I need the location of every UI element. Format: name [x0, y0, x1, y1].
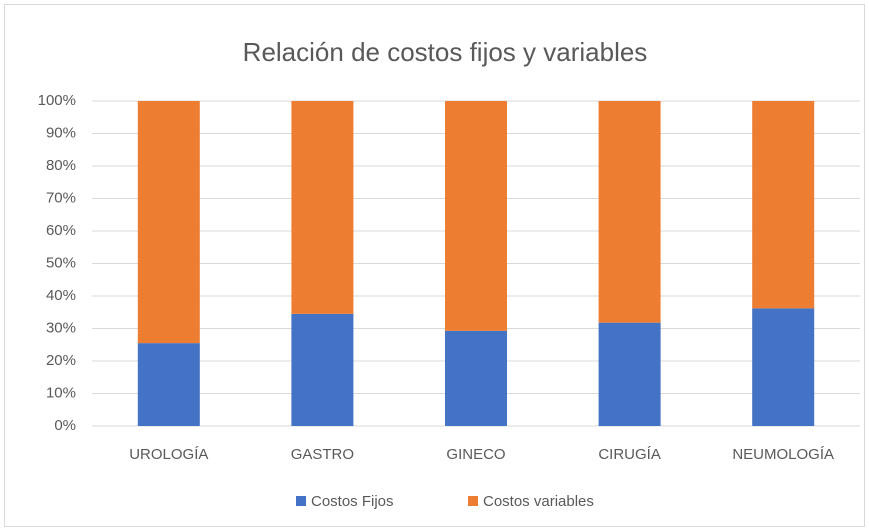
- legend-label: Costos variables: [483, 493, 594, 510]
- y-tick-label: 40%: [46, 287, 76, 304]
- y-tick-label: 70%: [46, 189, 76, 206]
- y-tick-label: 80%: [46, 157, 76, 174]
- y-tick-label: 20%: [46, 352, 76, 369]
- y-tick-label: 100%: [38, 92, 76, 109]
- y-tick-label: 90%: [46, 124, 76, 141]
- x-tick-label: GINECO: [446, 446, 505, 463]
- bar-segment: [445, 101, 507, 331]
- chart-title: Relación de costos fijos y variables: [243, 37, 648, 67]
- x-tick-label: CIRUGÍA: [598, 446, 661, 463]
- bar-segment: [752, 101, 815, 309]
- x-tick-label: NEUMOLOGÍA: [732, 446, 834, 463]
- y-tick-label: 10%: [46, 384, 76, 401]
- bar-segment: [291, 101, 354, 314]
- y-tick-label: 50%: [46, 254, 76, 271]
- legend-swatch: [468, 496, 478, 506]
- bar-segment: [137, 343, 200, 426]
- bar-segment: [137, 101, 200, 344]
- x-tick-label: UROLOGÍA: [129, 446, 208, 463]
- bar-segment: [752, 308, 815, 426]
- legend-swatch: [296, 496, 306, 506]
- y-tick-label: 60%: [46, 222, 76, 239]
- bar-segment: [445, 330, 507, 426]
- y-tick-label: 0%: [54, 417, 76, 434]
- legend-label: Costos Fijos: [311, 493, 394, 510]
- y-tick-label: 30%: [46, 319, 76, 336]
- bar-segment: [291, 313, 354, 426]
- x-tick-label: GASTRO: [291, 446, 354, 463]
- bar-segment: [598, 322, 661, 426]
- bar-segment: [598, 101, 661, 323]
